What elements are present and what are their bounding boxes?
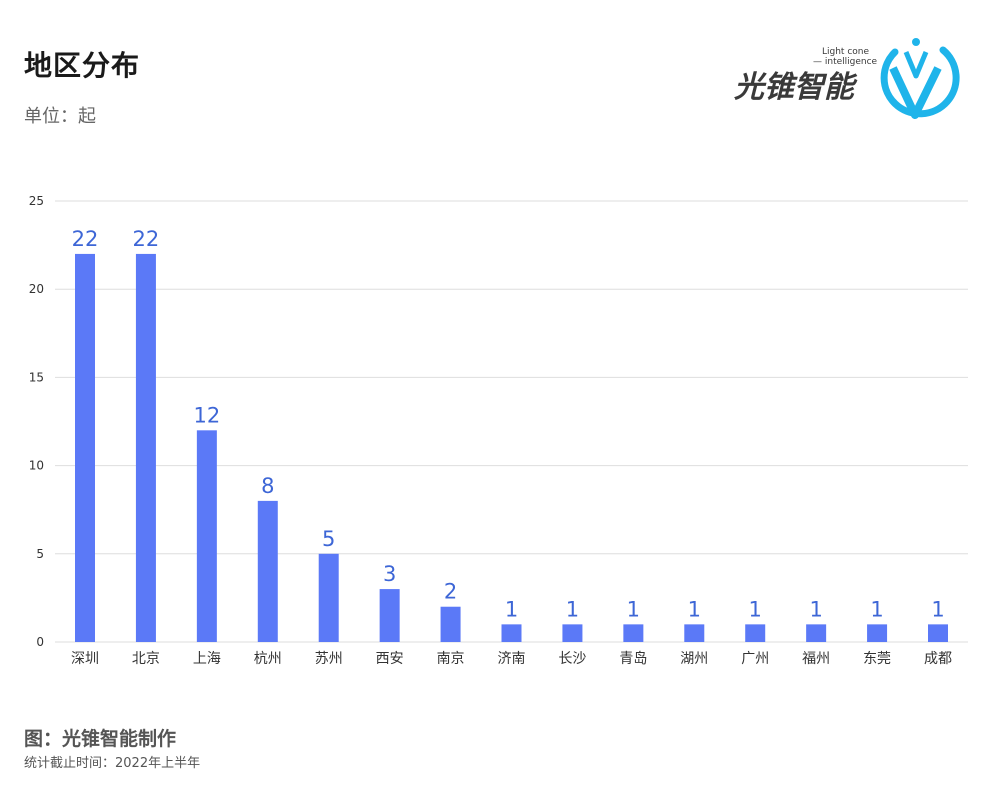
- x-tick-label: 福州: [802, 651, 830, 667]
- y-tick-label: 10: [29, 459, 44, 473]
- bar: [196, 430, 217, 642]
- x-tick-label: 长沙: [558, 651, 586, 667]
- brand-logo: Light cone — intelligence 光锥智能: [733, 38, 960, 119]
- bar: [257, 500, 278, 642]
- data-label: 1: [566, 597, 579, 621]
- y-tick-label: 0: [36, 635, 44, 649]
- logo-en-line1: Light cone: [822, 47, 869, 57]
- bar: [562, 624, 583, 642]
- bar: [684, 624, 705, 642]
- x-tick-label: 南京: [437, 651, 465, 667]
- bar: [440, 606, 461, 642]
- data-label: 8: [261, 474, 274, 498]
- footer-note: 统计截止时间：2022年上半年: [24, 756, 201, 771]
- data-label: 3: [383, 562, 396, 586]
- data-label: 5: [322, 527, 335, 551]
- data-label: 1: [688, 597, 701, 621]
- data-label: 12: [193, 403, 220, 427]
- bar: [135, 253, 156, 643]
- x-tick-label: 成都: [924, 651, 952, 667]
- bar: [75, 253, 95, 643]
- x-tick-label: 西安: [376, 651, 404, 667]
- bar: [745, 624, 766, 642]
- data-label: 2: [444, 580, 457, 604]
- bar: [501, 624, 522, 642]
- x-tick-label: 苏州: [315, 651, 343, 667]
- light-cone-icon: [880, 38, 960, 119]
- data-label: 22: [72, 227, 99, 251]
- data-label: 1: [749, 597, 762, 621]
- data-label: 1: [505, 597, 518, 621]
- bar: [806, 624, 827, 642]
- x-tick-label: 深圳: [71, 651, 99, 667]
- chart-title: 地区分布: [24, 49, 141, 82]
- x-tick-label: 青岛: [619, 651, 647, 667]
- bar: [379, 589, 400, 642]
- unit-label: 单位：起: [24, 106, 96, 127]
- bar: [623, 624, 644, 642]
- y-tick-label: 5: [36, 547, 44, 561]
- y-tick-label: 20: [29, 282, 44, 296]
- y-tick-label: 25: [29, 194, 44, 208]
- x-tick-label: 广州: [741, 651, 769, 667]
- data-label: 22: [133, 227, 160, 251]
- x-tick-label: 湖州: [680, 651, 708, 667]
- bar: [928, 624, 948, 642]
- x-tick-label: 杭州: [254, 651, 282, 667]
- logo-en-line2: — intelligence: [813, 57, 878, 67]
- bar: [867, 624, 888, 642]
- bar: [318, 553, 339, 642]
- x-tick-label: 济南: [498, 651, 526, 667]
- x-tick-label: 上海: [193, 651, 221, 667]
- footer-credit: 图：光锥智能制作: [24, 728, 177, 750]
- x-tick-label: 北京: [132, 651, 160, 667]
- data-label: 1: [809, 597, 822, 621]
- data-label: 1: [931, 597, 944, 621]
- logo-cn-text: 光锥智能: [733, 70, 858, 105]
- data-label: 1: [870, 597, 883, 621]
- x-tick-label: 东莞: [863, 651, 891, 667]
- data-label: 1: [627, 597, 640, 621]
- y-tick-label: 15: [29, 370, 44, 384]
